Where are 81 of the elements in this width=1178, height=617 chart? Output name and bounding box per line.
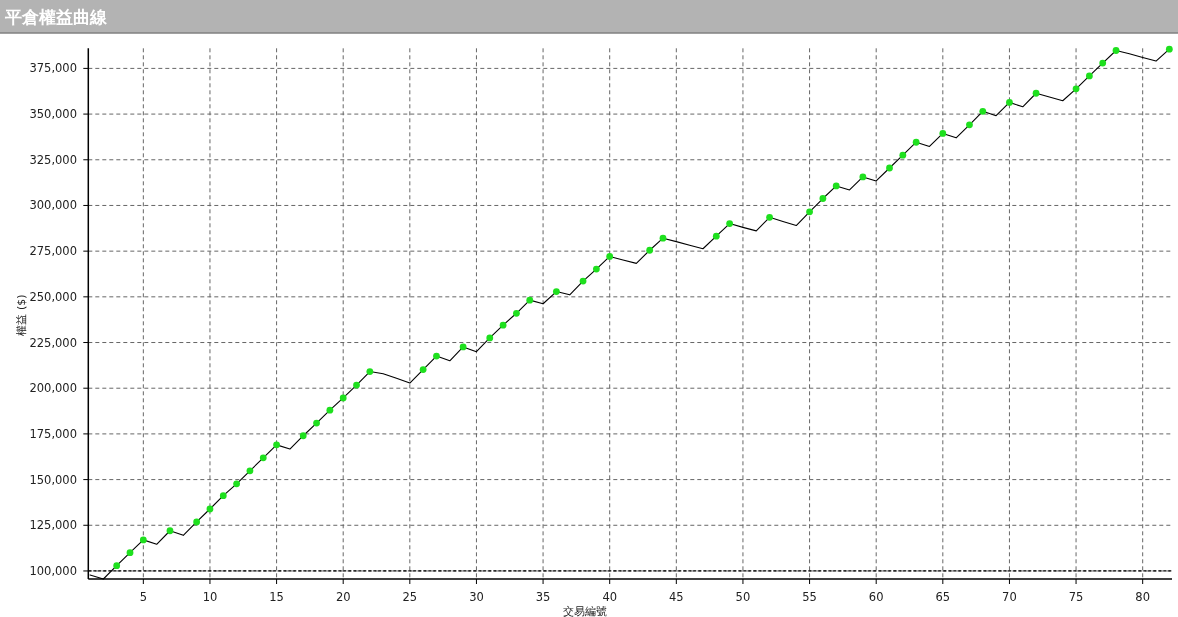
point xyxy=(419,366,427,373)
x-tick-label: 70 xyxy=(1002,590,1017,604)
y-tick-label: 300,000 xyxy=(29,198,77,213)
y-tick-label: 250,000 xyxy=(29,289,77,304)
x-tick-label: 50 xyxy=(735,590,751,604)
point xyxy=(366,368,374,375)
point xyxy=(766,213,773,221)
point xyxy=(486,334,494,342)
point xyxy=(433,352,440,360)
y-tick-label: 325,000 xyxy=(29,152,77,167)
point xyxy=(233,480,240,488)
x-tick-label: 40 xyxy=(602,590,618,604)
point xyxy=(859,173,867,181)
x-tick-label: 80 xyxy=(1135,590,1151,604)
point xyxy=(513,309,520,317)
y-tick-label: 200,000 xyxy=(29,381,77,396)
point xyxy=(806,208,813,216)
point xyxy=(939,130,947,137)
point xyxy=(1112,47,1120,54)
point xyxy=(113,562,121,570)
point xyxy=(579,277,587,285)
point xyxy=(659,234,667,242)
point xyxy=(1032,89,1040,97)
y-tick-label: 125,000 xyxy=(29,518,77,533)
y-tick-label: 350,000 xyxy=(29,107,77,122)
point xyxy=(726,220,734,227)
point xyxy=(606,253,614,260)
point xyxy=(499,321,507,329)
x-tick-label: 55 xyxy=(802,590,817,604)
y-tick-label: 175,000 xyxy=(29,426,77,441)
x-tick-label: 45 xyxy=(669,590,684,604)
x-tick-label: 25 xyxy=(402,590,418,604)
y-tick-label: 375,000 xyxy=(29,61,77,76)
point xyxy=(339,394,347,402)
point xyxy=(1085,72,1093,80)
point xyxy=(246,467,254,475)
point xyxy=(219,492,227,500)
point xyxy=(259,454,267,462)
point xyxy=(299,432,307,440)
point xyxy=(966,121,973,129)
point xyxy=(819,195,827,202)
x-tick-label: 15 xyxy=(269,590,284,604)
point xyxy=(1072,85,1080,93)
y-tick-label: 150,000 xyxy=(29,472,77,487)
point xyxy=(139,536,147,544)
x-tick-label: 35 xyxy=(535,590,551,604)
point xyxy=(313,419,320,427)
point xyxy=(886,164,893,172)
point xyxy=(126,549,134,557)
chart-title: 平倉權益曲線 xyxy=(4,7,108,27)
x-tick-label: 65 xyxy=(935,590,951,604)
x-axis-title: 交易編號 xyxy=(563,605,608,617)
x-tick-label: 75 xyxy=(1068,590,1084,604)
y-axis-title: 權益 ($) xyxy=(15,294,28,336)
point xyxy=(326,406,334,414)
y-tick-label: 275,000 xyxy=(29,244,77,259)
point xyxy=(1099,59,1107,67)
point xyxy=(712,232,720,240)
point xyxy=(646,246,654,254)
point xyxy=(206,505,214,513)
point xyxy=(459,343,467,351)
y-tick-label: 225,000 xyxy=(29,335,77,350)
point xyxy=(1006,98,1013,106)
x-tick-label: 30 xyxy=(469,590,484,604)
point xyxy=(899,151,907,159)
point xyxy=(273,441,280,449)
x-tick-label: 60 xyxy=(868,590,884,604)
point xyxy=(553,288,560,295)
y-tick-label: 100,000 xyxy=(29,563,77,578)
point xyxy=(912,138,920,146)
point xyxy=(193,518,201,526)
point xyxy=(592,265,600,273)
x-tick-label: 10 xyxy=(202,590,218,604)
point xyxy=(1165,45,1173,53)
point xyxy=(832,182,840,190)
point xyxy=(166,527,174,535)
point xyxy=(526,296,534,304)
x-tick-label: 20 xyxy=(335,590,351,604)
x-tick-label: 5 xyxy=(139,590,147,604)
point xyxy=(979,107,987,115)
point xyxy=(353,381,360,389)
